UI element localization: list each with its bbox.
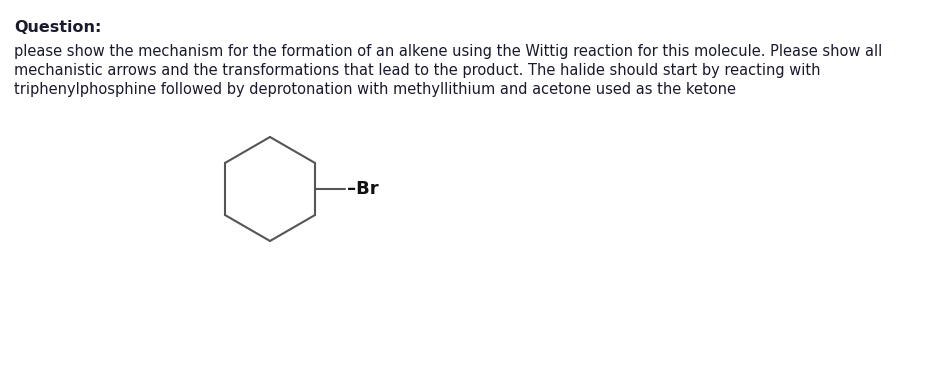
Text: Question:: Question:	[14, 20, 102, 35]
Text: triphenylphosphine followed by deprotonation with methyllithium and acetone used: triphenylphosphine followed by deprotona…	[14, 82, 736, 97]
Text: please show the mechanism for the formation of an alkene using the Wittig reacti: please show the mechanism for the format…	[14, 44, 883, 59]
Text: –Br: –Br	[347, 180, 378, 198]
Text: mechanistic arrows and the transformations that lead to the product. The halide : mechanistic arrows and the transformatio…	[14, 63, 820, 78]
